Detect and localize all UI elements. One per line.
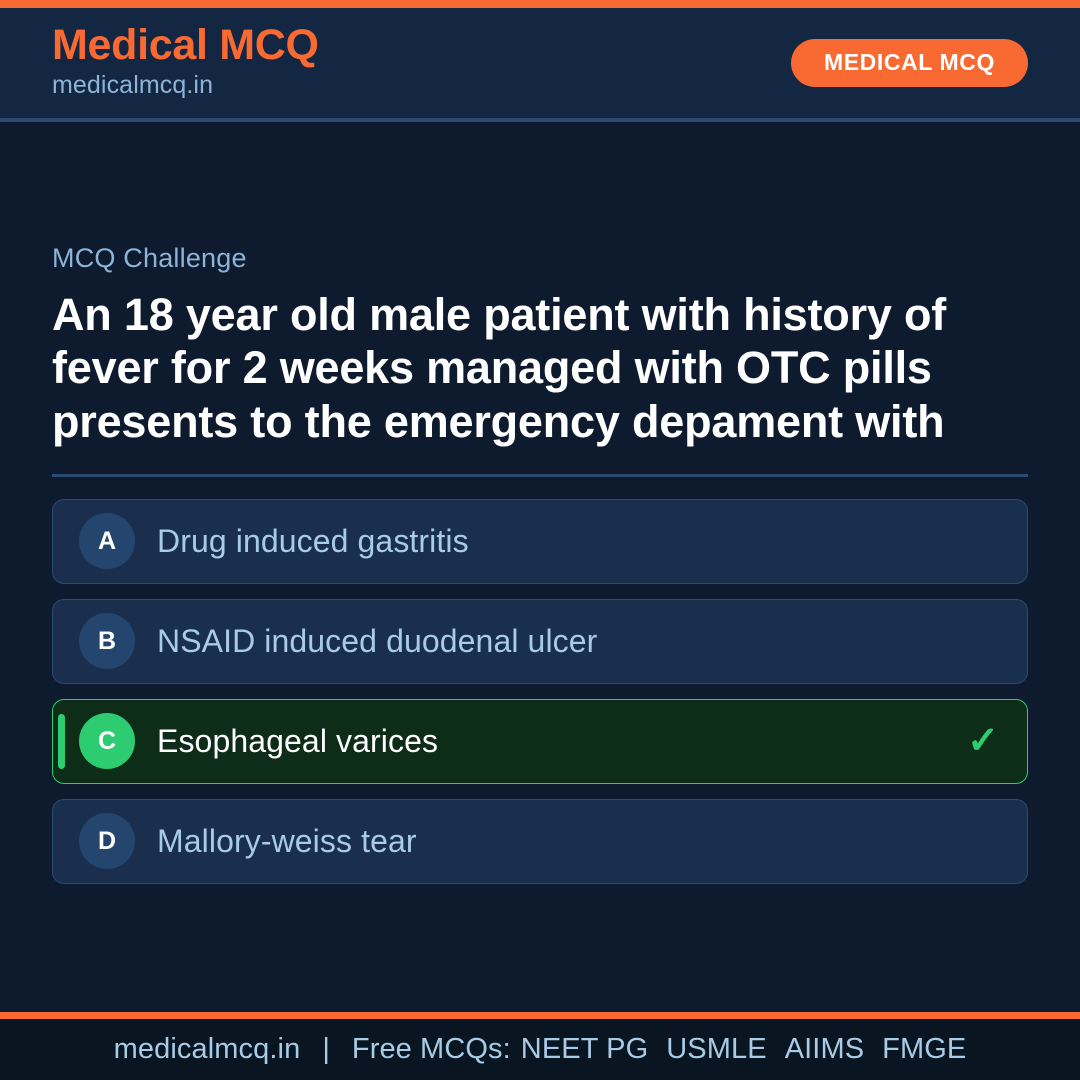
main-content: MCQ Challenge An 18 year old male patien…	[0, 122, 1080, 1012]
option-letter-badge: D	[79, 813, 135, 870]
option-label: NSAID induced duodenal ulcer	[157, 622, 598, 659]
option-row-d[interactable]: D Mallory-weiss tear	[52, 798, 1028, 884]
section-divider	[52, 473, 1028, 477]
footer-site-link[interactable]: medicalmcq.in	[113, 1033, 301, 1065]
header: Medical MCQ medicalmcq.in MEDICAL MCQ	[0, 8, 1080, 118]
question-block: MCQ Challenge An 18 year old male patien…	[52, 122, 1028, 448]
brand-title: Medical MCQ	[52, 21, 319, 70]
option-letter-badge: A	[79, 513, 135, 570]
footer-exam-fmge[interactable]: FMGE	[882, 1033, 967, 1065]
footer-exam-neet-pg[interactable]: NEET PG	[520, 1033, 649, 1065]
option-row-c[interactable]: C Esophageal varices ✓	[52, 698, 1028, 784]
correct-accent-bar	[58, 713, 65, 769]
challenge-label: MCQ Challenge	[52, 243, 247, 273]
footer-free-label: Free MCQs:	[351, 1033, 511, 1065]
footer-inner: medicalmcq.in | Free MCQs: NEET PG USMLE…	[114, 1033, 967, 1066]
header-divider	[0, 118, 1080, 122]
option-label: Esophageal varices	[157, 722, 439, 759]
footer-exam-usmle[interactable]: USMLE	[666, 1033, 767, 1065]
question-text: An 18 year old male patient with history…	[52, 289, 947, 447]
brand-domain: medicalmcq.in	[52, 70, 214, 99]
option-letter-badge: B	[79, 613, 135, 670]
check-icon: ✓	[967, 720, 999, 763]
footer-exam-list: NEET PG USMLE AIIMS FMGE	[521, 1033, 967, 1066]
option-row-b[interactable]: B NSAID induced duodenal ulcer	[52, 598, 1028, 684]
option-row-a[interactable]: A Drug induced gastritis	[52, 498, 1028, 584]
footer-accent-bar	[0, 1012, 1080, 1019]
footer: medicalmcq.in | Free MCQs: NEET PG USMLE…	[0, 1019, 1080, 1080]
footer-separator: |	[322, 1033, 330, 1065]
options-list: A Drug induced gastritis B NSAID induced…	[52, 498, 1028, 884]
option-label: Drug induced gastritis	[157, 522, 469, 559]
footer-exam-aiims[interactable]: AIIMS	[784, 1033, 865, 1065]
header-badge[interactable]: MEDICAL MCQ	[790, 39, 1028, 87]
brand-block: Medical MCQ medicalmcq.in	[52, 23, 319, 103]
top-accent-bar	[0, 0, 1080, 8]
option-letter-badge: C	[79, 713, 135, 770]
option-label: Mallory-weiss tear	[157, 822, 417, 859]
